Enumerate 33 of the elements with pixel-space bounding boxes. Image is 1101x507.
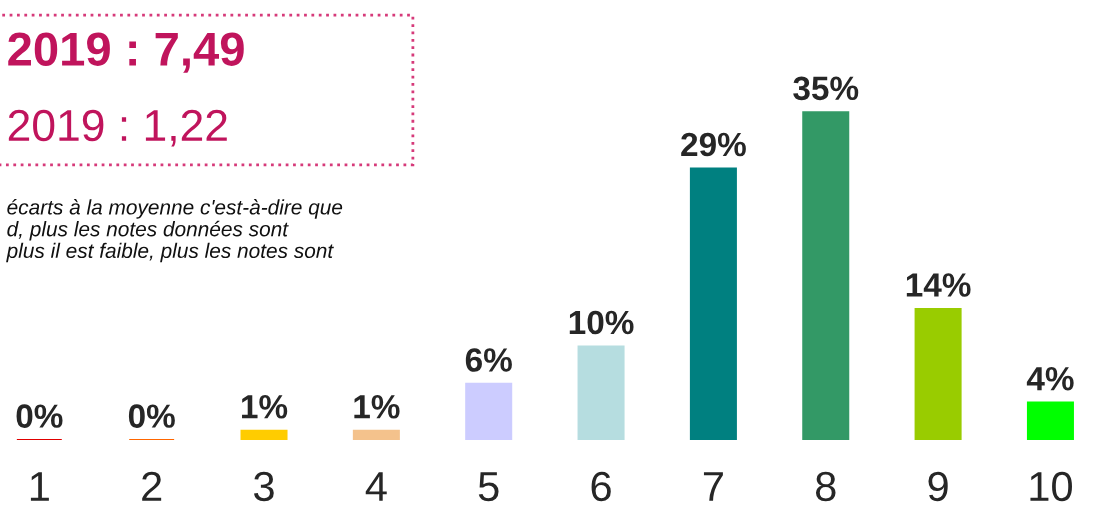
data-label: 1% xyxy=(242,395,288,419)
x-tick-label: 2 xyxy=(142,471,162,501)
annotation: écarts à la moyenne c'est-à-dire que xyxy=(7,199,343,219)
data-label: 1% xyxy=(354,395,400,419)
x-tick-label: 6 xyxy=(591,471,611,502)
text: 2019 : 7,49 xyxy=(8,32,244,73)
x-tick-label: 3 xyxy=(254,471,274,502)
bar xyxy=(1026,401,1074,441)
x-tick-label: 5 xyxy=(478,472,499,502)
x-tick-label: 10 xyxy=(1030,471,1072,502)
annotation: d, plus les notes données sont xyxy=(7,220,289,241)
bar xyxy=(577,345,625,441)
x-tick-label: 1 xyxy=(30,472,49,501)
bar xyxy=(465,382,513,441)
bar xyxy=(352,429,400,441)
bar xyxy=(689,167,737,441)
data-label: 0% xyxy=(128,404,175,428)
data-label: 4% xyxy=(1026,366,1074,391)
x-tick-label: 4 xyxy=(365,472,387,501)
bar xyxy=(240,429,288,441)
data-label: 6% xyxy=(465,348,512,372)
data-label: 29% xyxy=(681,132,746,157)
bar xyxy=(802,111,850,441)
bar xyxy=(914,307,962,441)
data-label: 14% xyxy=(906,273,971,297)
annotation: 2019 : 1,22 xyxy=(8,109,227,147)
x-tick-label: 8 xyxy=(815,471,836,502)
x-tick-label: 7 xyxy=(703,472,723,501)
annotation: plus il est faible, plus les notes sont xyxy=(6,242,334,263)
data-label: 10% xyxy=(569,310,634,335)
data-label: 35% xyxy=(793,76,859,101)
x-tick-label: 9 xyxy=(928,471,948,502)
data-label: 0% xyxy=(16,404,63,428)
